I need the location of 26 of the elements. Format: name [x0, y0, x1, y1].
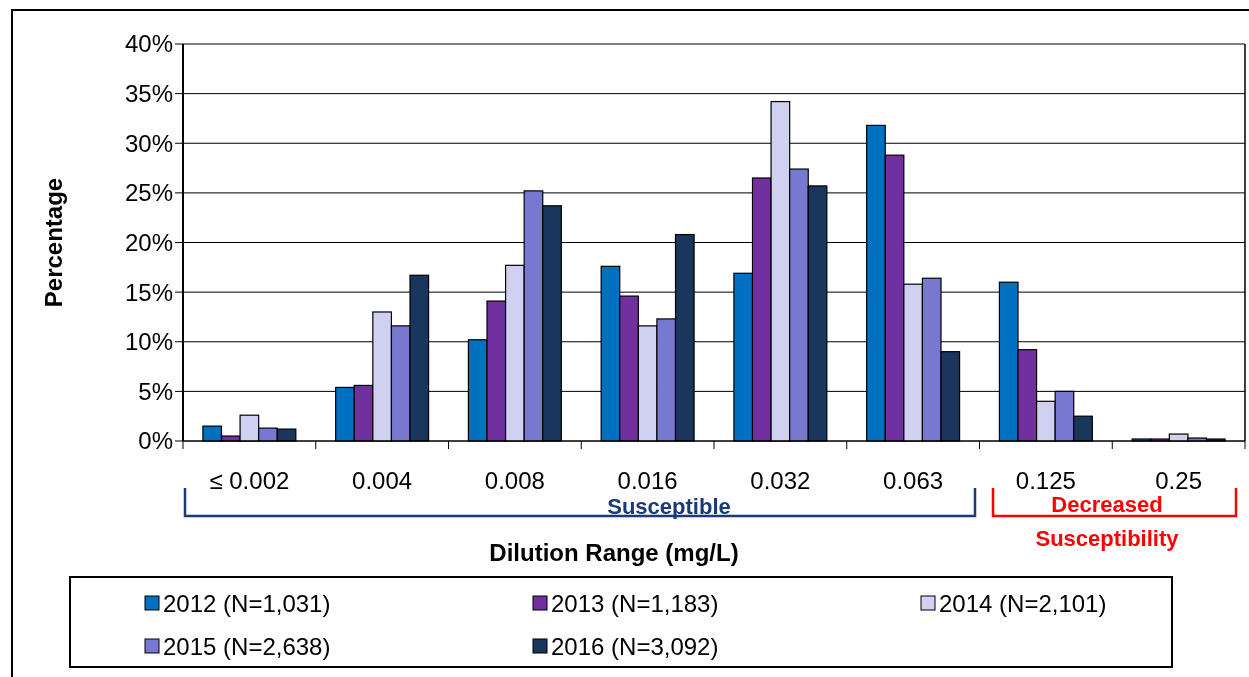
text: Decreased Susceptibility: [1035, 492, 1180, 551]
x-tick-label: 0.008: [484, 467, 545, 494]
y-tick-label: 0%: [138, 427, 173, 455]
legend-label: 2013 (N=1,183): [551, 590, 719, 618]
x-tick-label: 0.25: [1155, 467, 1202, 494]
x-axis-title: Dilution Range (mg/L): [489, 539, 739, 566]
x-tick-label: 0.016: [617, 467, 678, 494]
y-tick-label: 30%: [124, 129, 173, 157]
legend-label: 2014 (N=2,101): [939, 590, 1107, 618]
y-tick-label: 20%: [124, 228, 173, 256]
legend-label: 2016 (N=3,092): [551, 633, 719, 661]
x-tick-label: 0.032: [750, 467, 811, 494]
x-tick-label: 0.125: [1015, 467, 1076, 494]
x-tick-label: 0.004: [352, 467, 413, 494]
x-tick-label: ≤ 0.002: [209, 467, 290, 494]
legend-label: 2015 (N=2,638): [163, 633, 331, 661]
y-tick-label: 15%: [124, 278, 173, 306]
y-axis-title: Percentage: [40, 177, 67, 308]
text: Susceptible: [607, 494, 731, 519]
y-tick-label: 40%: [124, 30, 173, 58]
y-tick-label: 10%: [124, 328, 173, 356]
y-tick-label: 35%: [124, 80, 173, 108]
y-tick-label: 25%: [124, 179, 173, 207]
legend-label: 2012 (N=1,031): [163, 590, 331, 618]
y-tick-label: 5%: [138, 377, 173, 405]
x-tick-label: 0.063: [883, 467, 944, 494]
